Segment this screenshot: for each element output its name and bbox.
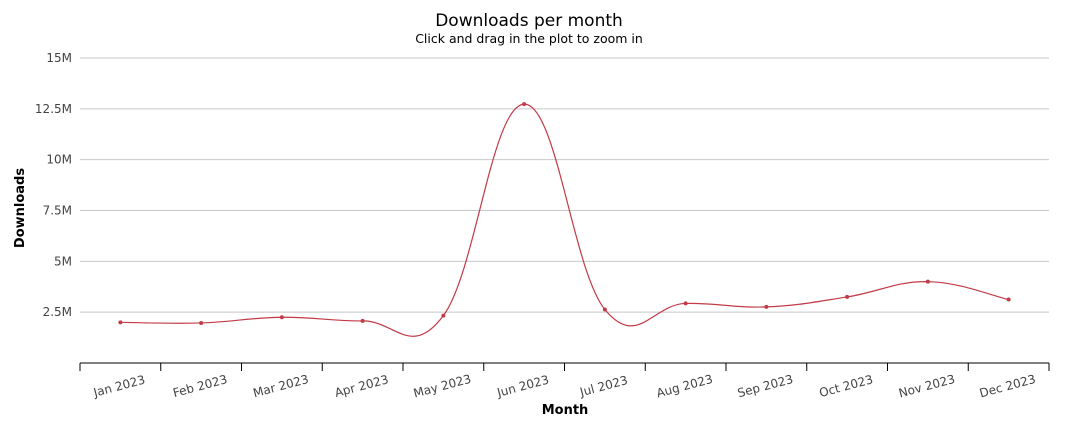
y-tick-label: 5M [54,254,72,268]
data-point[interactable] [118,320,123,325]
data-point[interactable] [845,294,850,299]
data-point[interactable] [925,279,930,284]
series-line[interactable] [120,103,1009,337]
x-axis-tick-labels: Jan 2023 Feb 2023 Mar 2023 Apr 2023 May 2023… [91,372,1037,401]
x-tick-label: Jan 2023 [91,373,147,400]
x-axis-tick-marks [79,363,1050,371]
chart-subtitle: Click and drag in the plot to zoom in [415,31,643,46]
x-tick-label: Aug 2023 [655,372,714,400]
series-group[interactable] [118,102,1011,337]
x-tick-label: Mar 2023 [251,372,310,400]
y-tick-label: 15M [46,51,72,65]
data-point[interactable] [279,315,284,320]
y-tick-label: 12.5M [35,102,72,116]
x-tick-label: Oct 2023 [818,372,875,400]
x-axis-title: Month [542,403,589,418]
x-tick-label: Dec 2023 [978,372,1037,400]
x-tick-label: Feb 2023 [171,372,228,400]
data-point[interactable] [683,301,688,306]
y-axis-tick-labels: 2.5M 5M 7.5M 10M 12.5M 15M [35,51,72,319]
x-tick-label: Nov 2023 [897,372,956,400]
x-tick-label: May 2023 [412,372,473,401]
data-point[interactable] [1006,297,1011,302]
data-point[interactable] [360,318,365,323]
data-point[interactable] [199,320,204,325]
data-point[interactable] [602,307,607,312]
data-point[interactable] [441,313,446,318]
chart-title: Downloads per month [435,11,623,31]
data-point[interactable] [522,102,527,107]
gridlines [80,57,1049,313]
y-tick-label: 7.5M [43,204,72,218]
y-tick-label: 2.5M [43,305,72,319]
data-point[interactable] [764,304,769,309]
x-tick-label: Sep 2023 [736,372,795,400]
y-axis-title: Downloads [13,168,28,248]
x-tick-label: Apr 2023 [333,372,390,400]
x-tick-label: Jul 2023 [577,373,629,399]
y-tick-label: 10M [46,153,72,167]
x-tick-label: Jun 2023 [495,373,551,401]
